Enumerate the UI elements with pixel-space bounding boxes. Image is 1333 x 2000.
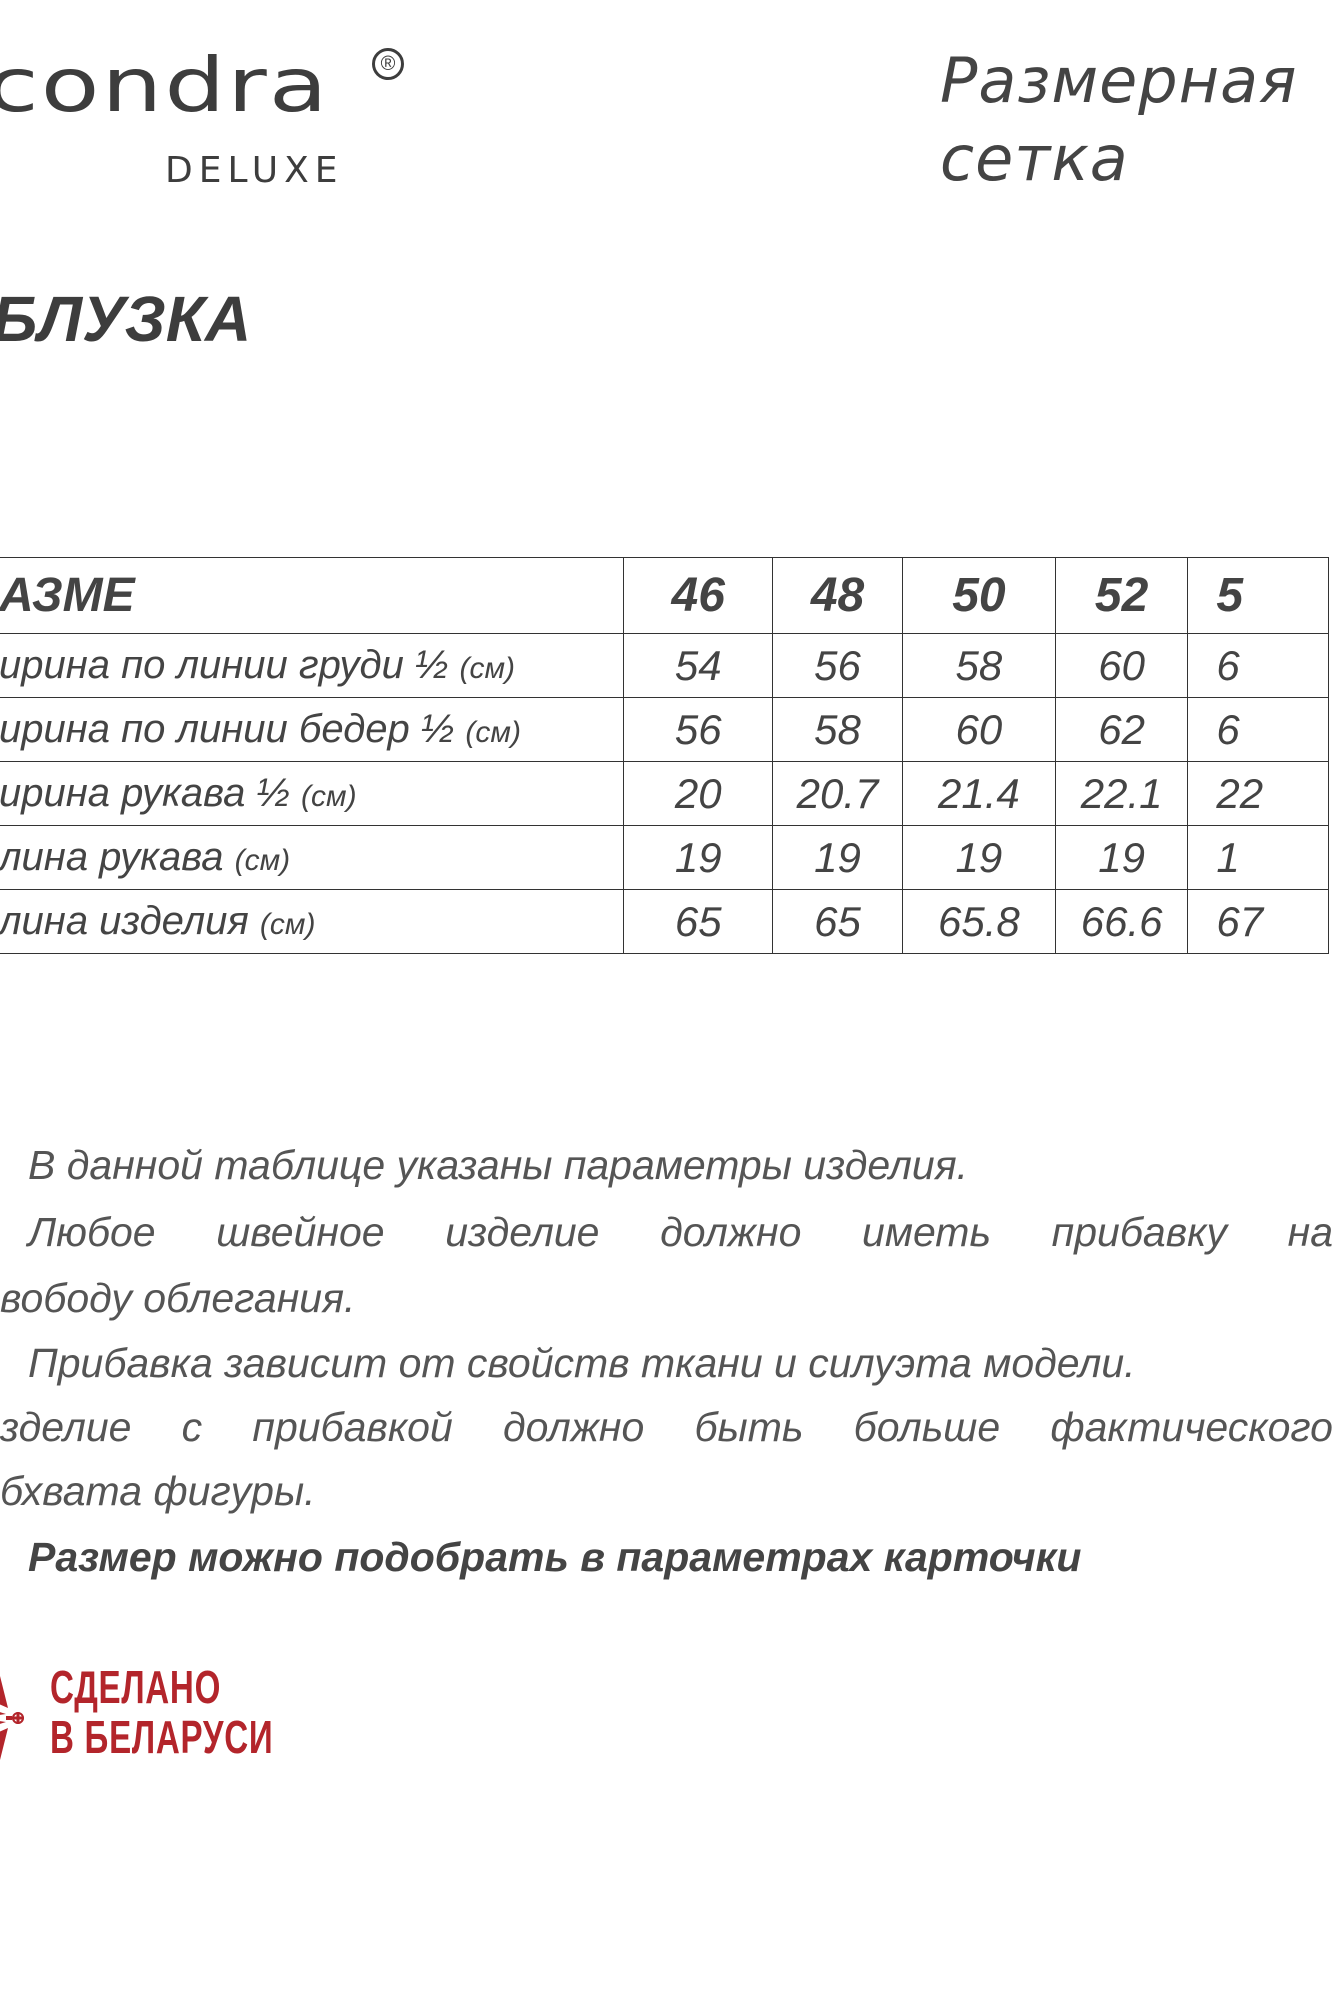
belarus-ornament-star-icon xyxy=(0,1676,24,1760)
size-table: АЗМЕ 46 48 50 52 5 ирина по линии груди … xyxy=(0,557,1329,954)
note-line: вободу облегания. xyxy=(0,1275,356,1321)
row-label: ирина по линии груди ½ (см) xyxy=(0,633,625,698)
cell-value: 60 xyxy=(1054,633,1189,698)
row-label-text: лина изделия xyxy=(0,899,249,943)
cell-value: 65.8 xyxy=(901,889,1056,954)
cell-value: 20.7 xyxy=(772,761,903,826)
note-line: В данной таблице указаны параметры издел… xyxy=(28,1142,969,1188)
cell-value: 58 xyxy=(772,697,903,762)
product-title: БЛУЗКА xyxy=(0,283,252,355)
header-label: АЗМЕ xyxy=(0,557,625,634)
page-title-line2: сетка xyxy=(940,122,1129,195)
row-label-text: ирина по линии бедер ½ xyxy=(0,707,455,751)
row-unit: (см) xyxy=(465,716,521,749)
cell-value: 6 xyxy=(1187,633,1329,698)
made-in-belarus-line2: В БЕЛАРУСИ xyxy=(50,1711,274,1763)
cell-value: 19 xyxy=(623,825,774,890)
row-unit: (см) xyxy=(459,652,516,685)
row-label: лина рукава (см) xyxy=(0,825,625,890)
table-row: лина рукава (см) 19 19 19 19 1 xyxy=(0,825,1329,890)
row-label-text: лина рукава xyxy=(0,835,224,879)
row-unit: (см) xyxy=(301,780,357,813)
table-header-row: АЗМЕ 46 48 50 52 5 xyxy=(0,557,1329,634)
page-title-line1: Размерная xyxy=(940,44,1298,117)
header-size: 5 xyxy=(1187,557,1329,634)
table-row: ирина по линии бедер ½ (см) 56 58 60 62 6 xyxy=(0,697,1329,762)
cell-value: 66.6 xyxy=(1054,889,1189,954)
table-row: ирина рукава ½ (см) 20 20.7 21.4 22.1 22 xyxy=(0,761,1329,826)
cell-value: 65 xyxy=(623,889,774,954)
note-line: бхвата фигуры. xyxy=(0,1468,316,1514)
note-line: зделие с прибавкой должно быть больше фа… xyxy=(0,1404,1333,1450)
cell-value: 56 xyxy=(772,633,903,698)
cell-value: 56 xyxy=(623,697,774,762)
table-row: лина изделия (см) 65 65 65.8 66.6 67 xyxy=(0,889,1329,954)
cell-value: 60 xyxy=(901,697,1056,762)
cell-value: 22.1 xyxy=(1054,761,1189,826)
cell-value: 58 xyxy=(901,633,1056,698)
cell-value: 6 xyxy=(1187,697,1329,762)
cell-value: 22 xyxy=(1187,761,1329,826)
cell-value: 1 xyxy=(1187,825,1329,890)
header-size: 48 xyxy=(772,557,903,634)
made-in-belarus-line1: СДЕЛАНО xyxy=(50,1661,222,1713)
row-label: ирина рукава ½ (см) xyxy=(0,761,625,826)
cell-value: 54 xyxy=(623,633,774,698)
cell-value: 19 xyxy=(1054,825,1189,890)
table-row: ирина по линии груди ½ (см) 54 56 58 60 6 xyxy=(0,633,1329,698)
brand-logo-sub: DELUXE xyxy=(165,150,344,191)
cell-value: 65 xyxy=(772,889,903,954)
header-size: 50 xyxy=(901,557,1056,634)
note-line: Любое швейное изделие должно иметь приба… xyxy=(28,1209,1333,1255)
cell-value: 20 xyxy=(623,761,774,826)
cell-value: 67 xyxy=(1187,889,1329,954)
header-size: 46 xyxy=(623,557,774,634)
row-label: ирина по линии бедер ½ (см) xyxy=(0,697,625,762)
cell-value: 21.4 xyxy=(901,761,1056,826)
row-label-text: ирина по линии груди ½ xyxy=(0,643,449,687)
row-unit: (см) xyxy=(234,844,291,877)
brand-logo: condra xyxy=(0,41,330,130)
cell-value: 62 xyxy=(1054,697,1189,762)
cell-value: 19 xyxy=(772,825,903,890)
cell-value: 19 xyxy=(901,825,1056,890)
registered-mark: ® xyxy=(372,48,404,80)
note-line: Прибавка зависит от свойств ткани и силу… xyxy=(28,1340,1136,1386)
row-unit: (см) xyxy=(259,908,316,941)
note-emphasis: Размер можно подобрать в параметрах карт… xyxy=(28,1534,1082,1580)
header-size: 52 xyxy=(1054,557,1189,634)
row-label-text: ирина рукава ½ xyxy=(0,771,290,815)
row-label: лина изделия (см) xyxy=(0,889,625,954)
